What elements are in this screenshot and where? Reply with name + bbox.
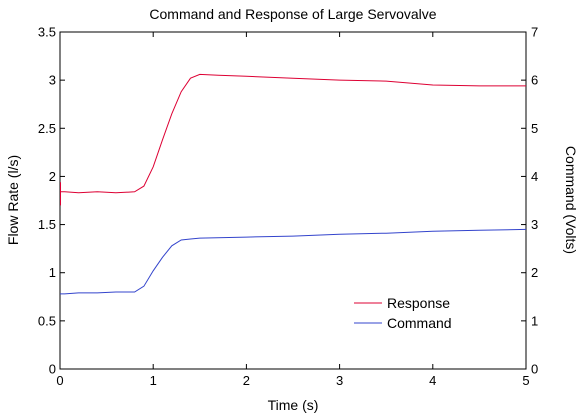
y-tick-label-left: 1.5 xyxy=(38,217,56,232)
y-tick-label-right: 0 xyxy=(531,362,538,377)
series-line-command xyxy=(60,228,527,295)
y-tick-label-left: 1 xyxy=(49,265,56,280)
y-tick-label-right: 7 xyxy=(531,25,538,40)
plot-area-box xyxy=(59,31,527,370)
x-tick-label: 5 xyxy=(522,373,529,388)
y-tick-label-left: 0 xyxy=(49,362,56,377)
y-tick-label-left: 3 xyxy=(49,73,56,88)
y-tick-label-right: 3 xyxy=(531,217,538,232)
legend-label-response: Response xyxy=(387,295,450,311)
y-axis-label-left: Flow Rate (l/s) xyxy=(5,155,21,245)
y-tick-label-left: 0.5 xyxy=(38,313,56,328)
y-tick-label-right: 5 xyxy=(531,121,538,136)
y-tick-label-right: 1 xyxy=(531,313,538,328)
y-axis-label-right: Command (Volts) xyxy=(563,146,576,254)
series-group xyxy=(60,73,527,295)
x-tick-label: 0 xyxy=(56,373,63,388)
x-tick-label: 2 xyxy=(243,373,250,388)
x-tick-label: 1 xyxy=(150,373,157,388)
y-tick-label-left: 3.5 xyxy=(38,25,56,40)
x-axis-label: Time (s) xyxy=(268,397,319,413)
series-line-response xyxy=(60,73,526,194)
chart-title: Command and Response of Large Servovalve xyxy=(149,6,436,22)
y-tick-label-right: 6 xyxy=(531,73,538,88)
y-tick-label-right: 2 xyxy=(531,265,538,280)
y-tick-label-left: 2.5 xyxy=(38,121,56,136)
legend-label-command: Command xyxy=(387,315,452,331)
x-tick-label: 3 xyxy=(336,373,343,388)
legend: Response Command xyxy=(354,295,452,331)
y-tick-label-left: 2 xyxy=(49,169,56,184)
x-tick-label: 4 xyxy=(429,373,436,388)
y-tick-label-right: 4 xyxy=(531,169,538,184)
